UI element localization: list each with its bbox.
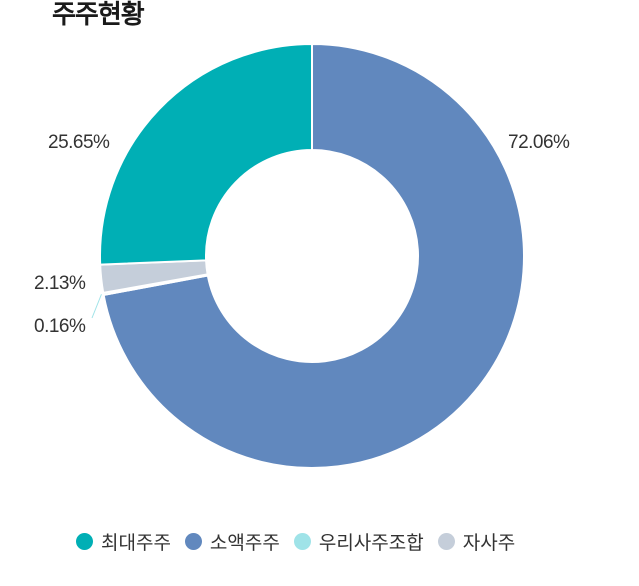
- donut-slice-0: [102, 42, 525, 469]
- legend-item-treasury-stock: 자사주: [437, 528, 516, 555]
- leader-line-1: [91, 294, 102, 319]
- legend-label: 자사주: [462, 532, 516, 554]
- data-label-2: 2.13%: [34, 273, 86, 294]
- legend-swatch: [184, 533, 202, 550]
- data-label-3: 25.65%: [48, 132, 110, 153]
- legend-swatch: [293, 533, 311, 550]
- chart-title: 주주현황: [52, 0, 145, 30]
- legend-swatch: [437, 533, 455, 550]
- legend: 최대주주 소액주주 우리사주조합 자사주: [76, 528, 515, 555]
- donut-slice-3: [99, 42, 313, 266]
- legend-label: 우리사주조합: [318, 532, 424, 554]
- legend-label: 소액주주: [209, 532, 280, 554]
- legend-item-employee-stock-union: 우리사주조합: [293, 528, 424, 555]
- data-label-1: 0.16%: [34, 316, 86, 337]
- legend-swatch: [76, 533, 93, 550]
- legend-item-largest-shareholder: 최대주주: [76, 528, 171, 555]
- data-label-0: 72.06%: [508, 132, 570, 153]
- legend-label: 최대주주: [101, 532, 171, 554]
- legend-item-minority-shareholders: 소액주주: [184, 528, 280, 555]
